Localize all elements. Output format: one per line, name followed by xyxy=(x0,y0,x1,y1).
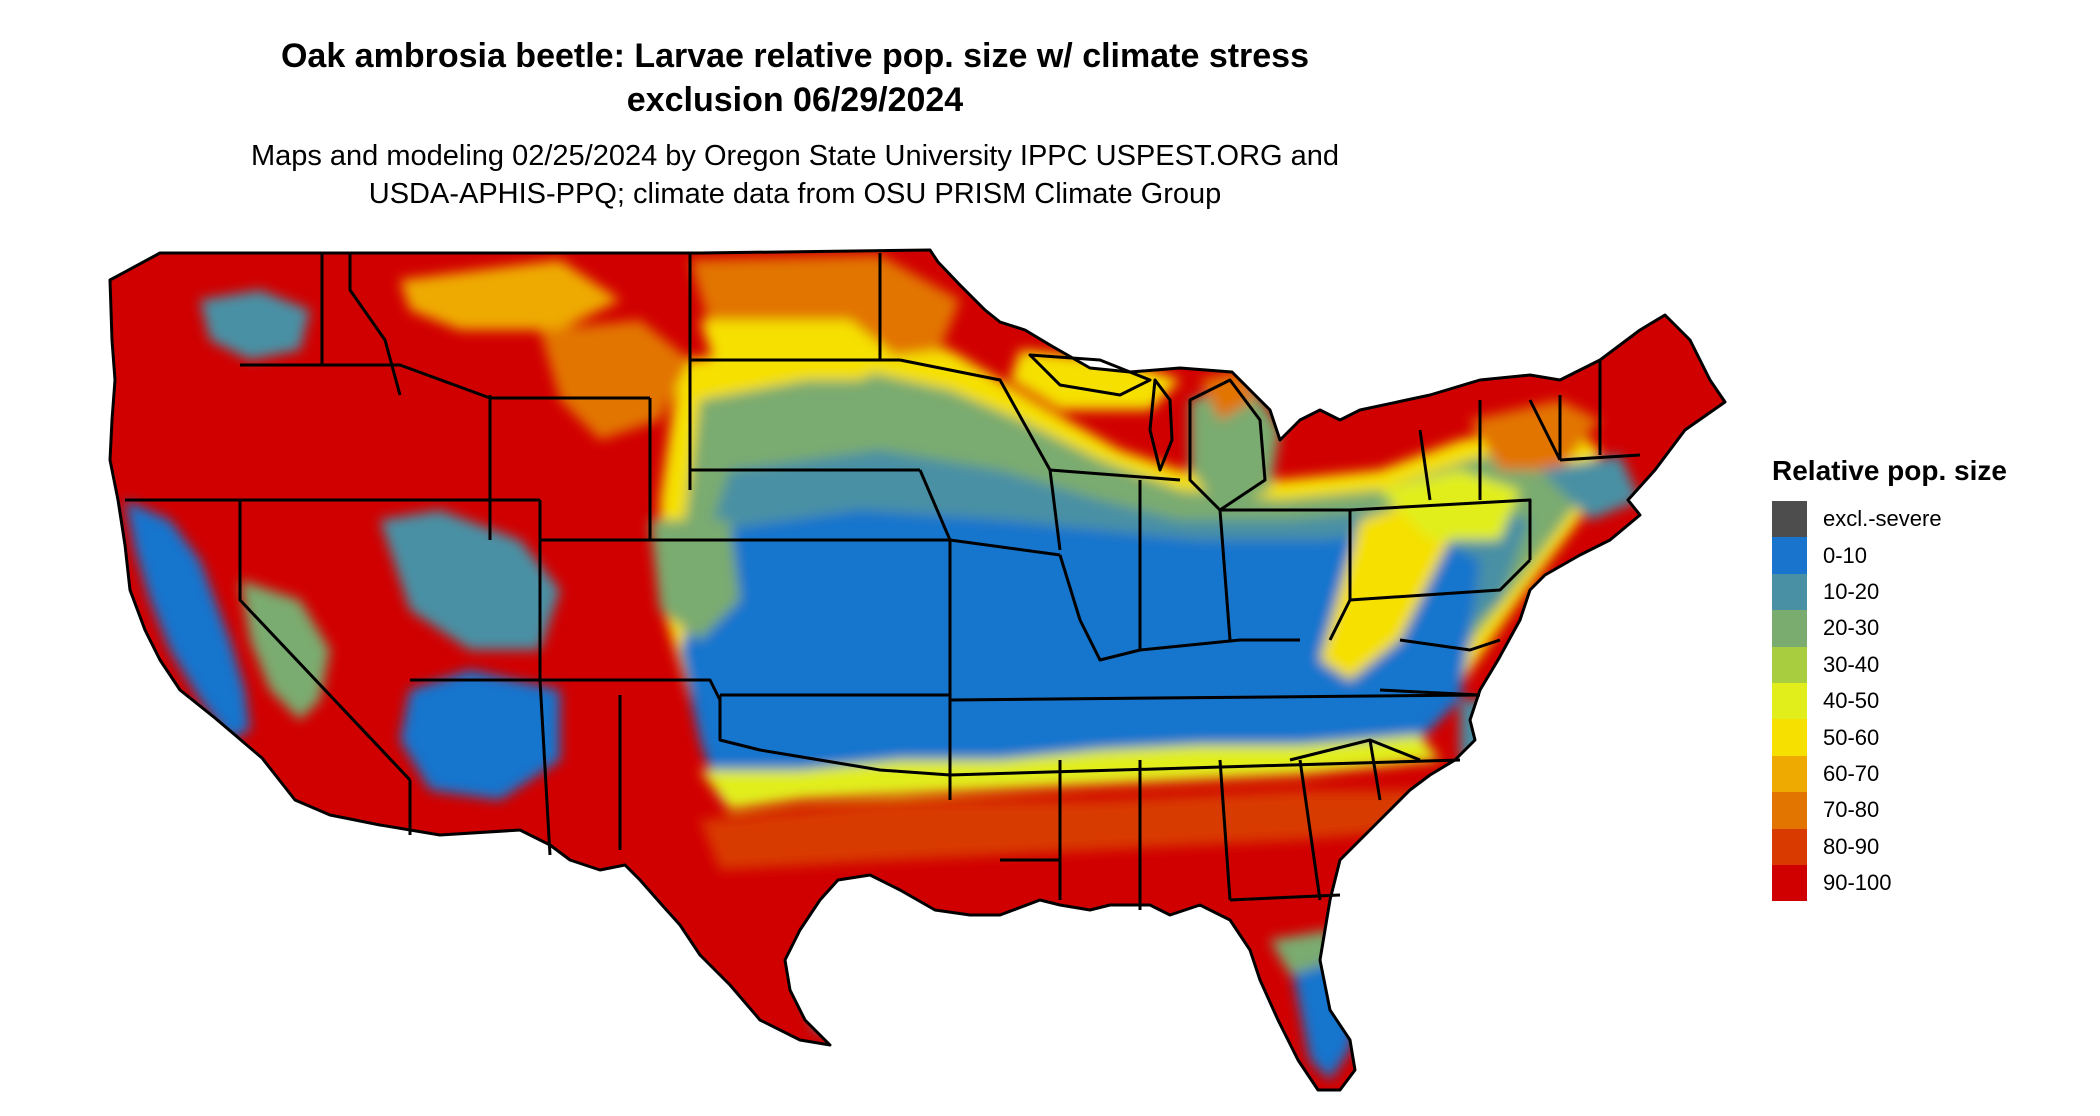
legend-swatch xyxy=(1772,537,1807,574)
legend-item: 80-90 xyxy=(1772,828,2007,865)
legend-swatch xyxy=(1772,682,1807,720)
legend-swatch xyxy=(1772,646,1807,683)
legend-label: 50-60 xyxy=(1823,724,1880,750)
legend-swatch xyxy=(1772,610,1807,647)
legend-item: 50-60 xyxy=(1772,719,2007,756)
legend-item: 30-40 xyxy=(1772,646,2007,683)
map-subtitle-line-1: Maps and modeling 02/25/2024 by Oregon S… xyxy=(250,140,1340,172)
legend-item: 40-50 xyxy=(1772,682,2007,720)
legend-items: excl.-severe 0-10 10-20 20-30 30-40 40-5… xyxy=(1772,501,2007,902)
legend-label: 90-100 xyxy=(1823,870,1892,896)
map-legend: Relative pop. size excl.-severe 0-10 10-… xyxy=(1772,455,2007,902)
legend-item: 10-20 xyxy=(1772,573,2007,611)
us-population-map xyxy=(108,248,1727,1092)
legend-label: 10-20 xyxy=(1823,578,1880,604)
legend-item: 90-100 xyxy=(1772,864,2007,902)
legend-swatch xyxy=(1772,573,1807,611)
state-boundaries xyxy=(108,248,1727,1092)
legend-swatch xyxy=(1772,828,1807,865)
legend-swatch xyxy=(1772,755,1807,793)
legend-label: 30-40 xyxy=(1823,651,1880,677)
map-color-layer xyxy=(110,250,1725,1090)
legend-label: 80-90 xyxy=(1823,833,1880,859)
legend-item: 20-30 xyxy=(1772,610,2007,647)
legend-item: 60-70 xyxy=(1772,755,2007,793)
legend-item: excl.-severe xyxy=(1772,501,2007,538)
legend-label: excl.-severe xyxy=(1823,506,1942,532)
legend-label: 40-50 xyxy=(1823,688,1880,714)
legend-title: Relative pop. size xyxy=(1772,455,2007,486)
map-title-line-1: Oak ambrosia beetle: Larvae relative pop… xyxy=(280,37,1310,75)
legend-swatch xyxy=(1772,719,1807,756)
legend-label: 20-30 xyxy=(1823,615,1880,641)
map-title-line-2: exclusion 06/29/2024 xyxy=(626,81,964,119)
legend-label: 60-70 xyxy=(1823,760,1880,786)
legend-swatch xyxy=(1772,501,1807,538)
legend-label: 70-80 xyxy=(1823,797,1880,823)
map-subtitle-line-2: USDA-APHIS-PPQ; climate data from OSU PR… xyxy=(368,178,1222,210)
legend-swatch xyxy=(1772,792,1807,829)
legend-item: 0-10 xyxy=(1772,537,2007,574)
legend-item: 70-80 xyxy=(1772,792,2007,829)
legend-swatch xyxy=(1772,864,1807,902)
legend-label: 0-10 xyxy=(1823,542,1868,568)
